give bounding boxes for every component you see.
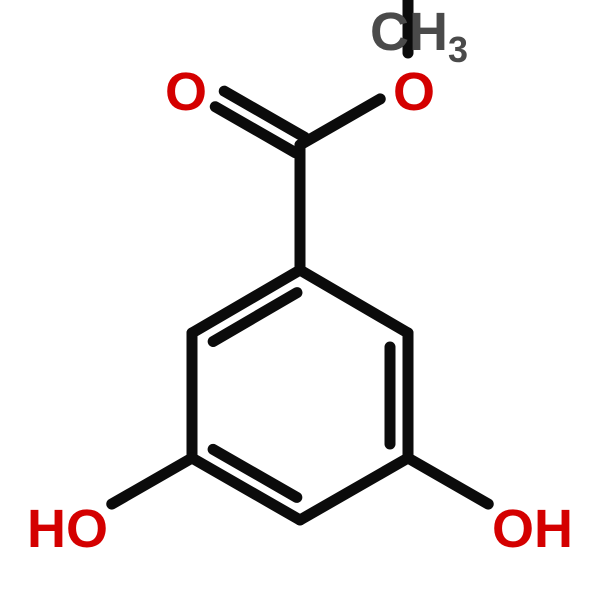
molecule-diagram: OOCH3OHHO (0, 0, 600, 600)
bond (300, 99, 380, 145)
bond (300, 270, 408, 333)
bond (300, 458, 408, 520)
atom-label-C10: CH3 (370, 2, 468, 70)
atom-label-O12: HO (27, 499, 108, 559)
atom-label-O8: O (165, 62, 207, 122)
bond (408, 458, 488, 504)
atom-label-O9: O (393, 62, 435, 122)
atom-label-O11: OH (492, 499, 573, 559)
bond (112, 458, 192, 504)
